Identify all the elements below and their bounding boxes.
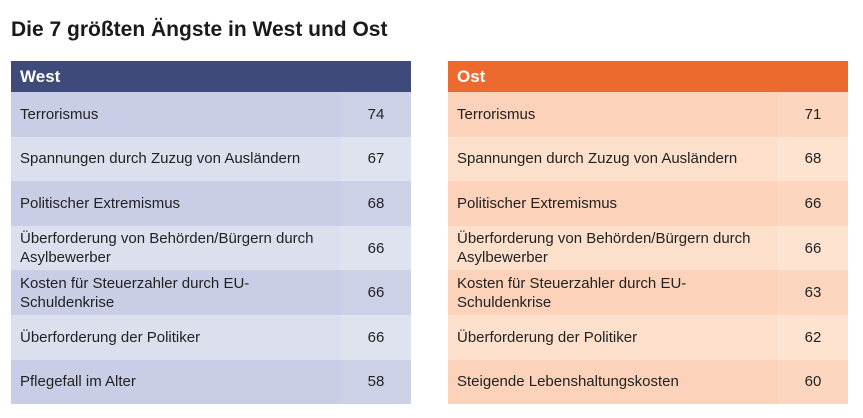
row-label: Steigende Lebenshaltungskosten bbox=[457, 373, 679, 391]
row-value: 67 bbox=[341, 136, 411, 182]
table-row: Kosten für Steuerzahler durch EU-Schulde… bbox=[448, 270, 848, 315]
west-table: West Terrorismus 74 Spannungen durch Zuzug… bbox=[11, 61, 411, 405]
row-value: 62 bbox=[778, 314, 848, 360]
row-label: Überforderung von Behörden/Bürgern durch… bbox=[20, 230, 314, 267]
page-title: Die 7 größten Ängste in West und Ost bbox=[11, 18, 388, 41]
table-row: Spannungen durch Zuzug von Ausländern 67 bbox=[11, 136, 411, 182]
row-label: Pflegefall im Alter bbox=[20, 373, 136, 391]
row-label: Spannungen durch Zuzug von Ausländern bbox=[20, 150, 301, 168]
ost-rows: Terrorismus 71 Spannungen durch Zuzug von … bbox=[448, 92, 848, 405]
table-row: Politischer Extremismus 68 bbox=[11, 181, 411, 226]
ost-header: Ost bbox=[448, 61, 848, 92]
row-label: Spannungen durch Zuzug von Ausländern bbox=[457, 150, 738, 168]
row-value: 66 bbox=[778, 225, 848, 271]
row-value: 63 bbox=[778, 270, 848, 315]
table-row: Spannungen durch Zuzug von Ausländern 68 bbox=[448, 136, 848, 182]
table-row: Überforderung der Politiker 66 bbox=[11, 314, 411, 360]
row-label: Politischer Extremismus bbox=[20, 194, 181, 212]
row-label: Terrorismus bbox=[457, 105, 536, 123]
row-label: Überforderung der Politiker bbox=[457, 328, 638, 346]
row-label: Überforderung von Behörden/Bürgern durch… bbox=[457, 230, 751, 267]
table-row: Kosten für Steuerzahler durch EU-Schulde… bbox=[11, 270, 411, 315]
west-rows: Terrorismus 74 Spannungen durch Zuzug von … bbox=[11, 92, 411, 405]
row-value: 68 bbox=[778, 136, 848, 182]
row-label: Politischer Extremismus bbox=[457, 194, 618, 212]
table-row: Überforderung von Behörden/Bürgern durch… bbox=[448, 225, 848, 271]
row-value: 58 bbox=[341, 359, 411, 405]
table-row: Steigende Lebenshaltungskosten 60 bbox=[448, 359, 848, 405]
row-value: 66 bbox=[341, 314, 411, 360]
ost-table: Ost Terrorismus 71 Spannungen durch Zuzug … bbox=[448, 61, 848, 405]
table-row: Überforderung von Behörden/Bürgern durch… bbox=[11, 225, 411, 271]
row-value: 68 bbox=[341, 181, 411, 226]
table-row: Pflegefall im Alter 58 bbox=[11, 359, 411, 405]
west-header: West bbox=[11, 61, 411, 92]
table-row: Überforderung der Politiker 62 bbox=[448, 314, 848, 360]
row-value: 66 bbox=[778, 181, 848, 226]
row-value: 66 bbox=[341, 225, 411, 271]
row-value: 71 bbox=[778, 92, 848, 137]
row-label: Terrorismus bbox=[20, 105, 99, 123]
row-value: 66 bbox=[341, 270, 411, 315]
table-row: Terrorismus 71 bbox=[448, 92, 848, 137]
row-label: Überforderung der Politiker bbox=[20, 328, 201, 346]
table-row: Terrorismus 74 bbox=[11, 92, 411, 137]
row-label: Kosten für Steuerzahler durch EU-Schulde… bbox=[20, 274, 250, 311]
row-label: Kosten für Steuerzahler durch EU-Schulde… bbox=[457, 274, 687, 311]
row-value: 60 bbox=[778, 359, 848, 405]
table-row: Politischer Extremismus 66 bbox=[448, 181, 848, 226]
row-value: 74 bbox=[341, 92, 411, 137]
